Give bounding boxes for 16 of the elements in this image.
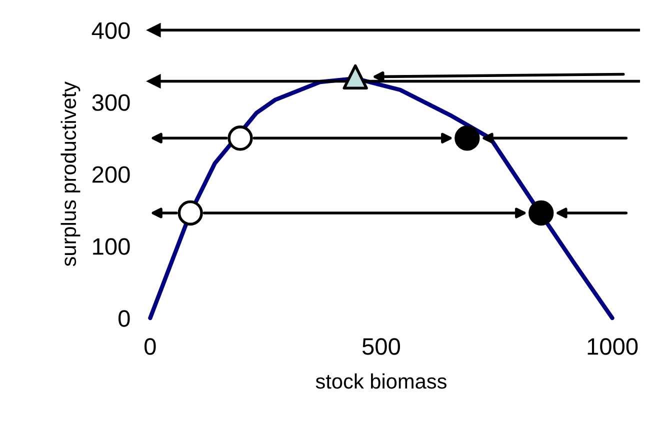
y-axis-title: surplus productivety [60,82,80,266]
point [178,200,203,226]
x-axis-title: stock biomass [316,373,446,389]
y-tick-label: 100 [93,238,130,255]
point [454,126,480,151]
point [228,126,253,151]
y-tick-label: 200 [92,166,130,183]
y-tick-label: 300 [92,94,130,111]
point [528,200,554,226]
x-tick-label: 500 [362,338,400,355]
y-tick-label: 0 [118,310,130,327]
x-tick-label: 0 [144,338,156,355]
y-tick-label: 400 [92,22,130,39]
point [342,64,368,90]
line-series [148,76,614,320]
x-tick-label: 1000 [588,338,638,355]
